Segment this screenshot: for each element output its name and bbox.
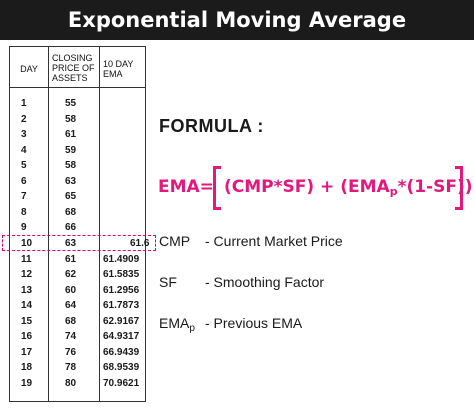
- closing-price-cell: 65: [65, 191, 77, 202]
- table-row: 13 60 61.2956: [10, 283, 147, 298]
- header-closing-price: CLOSING PRICE OF ASSETS: [52, 53, 95, 83]
- day-cell: 1: [21, 98, 27, 109]
- table-row: 15 68 62.9167: [10, 314, 147, 329]
- ema-cell: 61.5835: [103, 269, 140, 280]
- closing-price-cell: 80: [65, 378, 77, 389]
- closing-price-cell: 63: [65, 238, 77, 249]
- left-bracket: [213, 166, 221, 210]
- formula-part-b: *(1-SF)): [397, 177, 473, 197]
- table-row: 17 76 66.9439: [10, 345, 147, 360]
- day-cell: 9: [21, 222, 27, 233]
- closing-price-cell: 63: [65, 176, 77, 187]
- column-divider: [99, 47, 100, 401]
- closing-price-cell: 68: [65, 316, 77, 327]
- definition-term: EMAp: [159, 315, 195, 334]
- term-text: CMP: [159, 233, 191, 249]
- table-row: 2 58: [10, 112, 147, 127]
- table-row: 16 74 64.9317: [10, 329, 147, 344]
- table-row: 19 80 70.9621: [10, 376, 147, 391]
- day-cell: 7: [21, 191, 27, 202]
- table-row: 6 63: [10, 174, 147, 189]
- day-cell: 6: [21, 176, 27, 187]
- ema-cell: 61.4909: [103, 254, 140, 265]
- term-text: EMA: [159, 315, 190, 331]
- day-cell: 8: [21, 207, 27, 218]
- closing-price-cell: 76: [65, 347, 77, 358]
- day-cell: 4: [21, 145, 27, 156]
- formula-heading: FORMULA :: [159, 116, 264, 136]
- page-title: Exponential Moving Average: [0, 0, 474, 40]
- formula-part-a: (CMP*SF) + (EMA: [224, 177, 390, 197]
- closing-price-cell: 68: [65, 207, 77, 218]
- ema-table: DAY CLOSING PRICE OF ASSETS 10 DAY EMA 1…: [2, 46, 156, 402]
- day-cell: 18: [21, 362, 33, 373]
- header-ema: 10 DAY EMA: [103, 59, 134, 79]
- closing-price-cell: 74: [65, 331, 77, 342]
- day-cell: 12: [21, 269, 33, 280]
- day-cell: 17: [21, 347, 33, 358]
- ema-cell: 61.7873: [103, 300, 140, 311]
- table-row: 18 78 68.9539: [10, 360, 147, 375]
- formula-subscript: p: [389, 185, 398, 198]
- header-divider: [10, 87, 145, 88]
- table-row: 3 61: [10, 127, 147, 142]
- day-cell: 19: [21, 378, 33, 389]
- ema-formula: EMA= (CMP*SF) + (EMAp*(1-SF)): [158, 166, 473, 210]
- closing-price-cell: 58: [65, 160, 77, 171]
- closing-price-cell: 66: [65, 222, 77, 233]
- day-cell: 14: [21, 300, 33, 311]
- day-cell: 5: [21, 160, 27, 171]
- day-cell: 13: [21, 285, 33, 296]
- table-row: 8 68: [10, 205, 147, 220]
- closing-price-cell: 55: [65, 98, 77, 109]
- closing-price-cell: 59: [65, 145, 77, 156]
- ema-cell: 61.2956: [103, 285, 140, 296]
- table-row: 5 58: [10, 158, 147, 173]
- right-bracket: [455, 166, 463, 210]
- column-divider: [48, 47, 49, 401]
- definition-description: - Current Market Price: [205, 233, 343, 249]
- table-row: 4 59: [10, 143, 147, 158]
- closing-price-cell: 64: [65, 300, 77, 311]
- table-row: 7 65: [10, 189, 147, 204]
- table-row: 1 55: [10, 96, 147, 111]
- day-cell: 11: [21, 254, 32, 265]
- term-text: SF: [159, 274, 177, 290]
- table-row: 14 64 61.7873: [10, 298, 147, 313]
- table-row: 10 63 61.6: [10, 236, 150, 251]
- highlight-box: [2, 235, 156, 251]
- closing-price-cell: 62: [65, 269, 77, 280]
- ema-cell: 64.9317: [103, 331, 140, 342]
- ema-cell: 70.9621: [103, 378, 140, 389]
- definition-term: SF: [159, 274, 177, 290]
- formula-lhs: EMA=: [158, 177, 214, 197]
- table-row: 11 61 61.4909: [10, 252, 147, 267]
- table-row: 12 62 61.5835: [10, 267, 147, 282]
- day-cell: 10: [21, 238, 33, 249]
- closing-price-cell: 78: [65, 362, 77, 373]
- closing-price-cell: 60: [65, 285, 77, 296]
- closing-price-cell: 61: [65, 129, 77, 140]
- ema-cell: 68.9539: [103, 362, 140, 373]
- header-day: DAY: [20, 64, 38, 74]
- day-cell: 2: [21, 114, 27, 125]
- table-row: 9 66: [10, 220, 147, 235]
- day-cell: 15: [21, 316, 33, 327]
- day-cell: 16: [21, 331, 33, 342]
- definition-description: - Previous EMA: [205, 315, 303, 331]
- ema-cell: 66.9439: [103, 347, 140, 358]
- closing-price-cell: 58: [65, 114, 77, 125]
- closing-price-cell: 61: [65, 254, 77, 265]
- ema-cell: 62.9167: [103, 316, 140, 327]
- definition-term: CMP: [159, 233, 190, 249]
- term-subscript: p: [189, 323, 195, 334]
- ema-cell: 61.6: [130, 238, 150, 249]
- formula-expression: (CMP*SF) + (EMAp*(1-SF)): [224, 177, 473, 198]
- definition-description: - Smoothing Factor: [205, 274, 325, 290]
- day-cell: 3: [21, 129, 27, 140]
